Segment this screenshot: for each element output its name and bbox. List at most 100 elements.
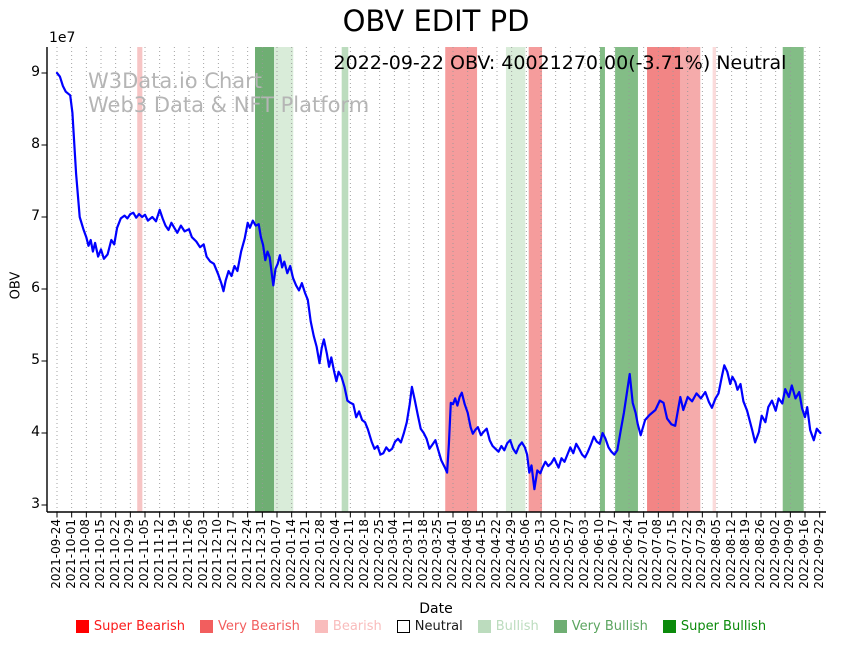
y-tick-label: 5 [31,352,40,368]
signal-band [680,47,701,512]
x-tick-label: 2022-05-13 [533,519,547,589]
x-tick-label: 2022-04-22 [489,519,503,589]
x-tick-label: 2022-06-03 [577,519,591,589]
x-tick-label: 2021-11-05 [137,519,151,589]
page-title: OBV EDIT PD [342,4,530,38]
x-tick-label: 2022-03-11 [401,519,415,589]
y-tick-label: 9 [31,64,40,80]
x-tick-label: 2022-09-09 [782,519,797,589]
x-tick-label: 2021-11-12 [151,519,166,589]
x-tick-label: 2022-08-26 [753,519,768,589]
x-tick-label: 2021-12-31 [254,519,269,589]
legend-label: Very Bullish [571,619,648,634]
legend-label: Super Bearish [93,619,185,634]
signal-band [137,47,143,512]
legend-label: Bearish [332,619,382,634]
x-tick-label: 2021-10-01 [63,519,78,589]
x-tick-label: 2022-07-29 [694,519,709,589]
x-tick-label: 2021-11-19 [166,519,181,589]
legend-swatch-icon [314,620,328,633]
x-tick-label: 2022-02-25 [371,519,386,589]
x-tick-label: 2022-04-29 [503,519,518,589]
legend-swatch-icon [75,620,89,633]
x-tick-label: 2022-06-10 [591,519,606,589]
x-tick-label: 2022-05-20 [547,519,562,589]
x-tick-label: 2021-12-17 [225,519,239,589]
x-tick-label: 2022-03-04 [386,519,401,589]
x-tick-label: 2022-04-01 [445,519,459,589]
x-tick-label: 2021-11-26 [181,519,195,589]
watermark: W3Data.io Chart Web3 Data & NFT Platform [88,69,370,117]
signal-band [255,47,275,512]
legend-swatch-icon [662,620,676,633]
x-tick-label: 2022-02-04 [327,519,342,589]
legend: Super Bearish Very Bearish Bearish Neutral B… [0,619,842,634]
y-tick-label: 4 [31,424,40,440]
x-axis-label: Date [419,601,453,617]
x-tick-label: 2022-05-06 [518,519,533,589]
x-tick-label: 2022-04-15 [474,519,489,589]
x-tick-label: 2022-02-11 [342,519,357,589]
y-tick-label: 8 [31,136,40,152]
watermark-line-1: W3Data.io Chart [88,69,263,93]
y-tick-label: 7 [31,208,40,224]
x-tick-label: 2022-07-08 [650,519,665,589]
x-tick-label: 2022-09-16 [797,519,812,589]
legend-item: Super Bearish [75,619,185,634]
signal-band [274,47,294,512]
x-tick-label: 2022-08-05 [709,519,723,589]
x-tick-label: 2022-01-07 [269,519,283,589]
legend-item: Neutral [396,619,463,634]
x-tick-label: 2022-09-22 [811,519,826,589]
x-tick-label: 2022-01-14 [283,519,298,589]
x-tick-label: 2022-08-12 [723,519,738,589]
obv-line [55,71,822,491]
x-tick-label: 2021-09-24 [49,519,63,589]
x-tick-label: 2022-07-15 [665,519,679,589]
y-axis-offset-label: 1e7 [49,30,76,46]
y-tick-label: 6 [31,280,40,296]
x-tick-label: 2021-10-08 [78,519,93,589]
x-tick-label: 2022-04-08 [459,519,474,589]
legend-item: Super Bullish [662,619,767,634]
signal-band [712,47,716,512]
x-tick-label: 2022-07-01 [635,519,650,589]
legend-swatch-icon [553,620,567,633]
legend-swatch-icon [477,620,491,633]
x-tick-label: 2021-12-03 [195,519,210,589]
latest-reading-annotation: 2022-09-22 OBV: 40021270.00(-3.71%) Neut… [333,52,787,74]
x-tick-label: 2021-12-24 [239,519,254,589]
x-tick-label: 2022-01-28 [313,519,327,589]
legend-swatch-icon [200,620,213,633]
legend-swatch-icon [396,620,410,633]
x-tick-label: 2022-02-18 [357,519,371,589]
signal-band [782,47,804,512]
x-tick-label: 2021-12-10 [210,519,225,589]
legend-label: Super Bullish [680,619,767,634]
x-tick-label: 2022-03-18 [415,519,430,589]
legend-label: Bullish [495,619,539,634]
signal-band [647,47,681,512]
signal-band [599,47,605,512]
legend-item: Bullish [477,619,539,634]
signal-band [528,47,543,512]
x-tick-label: 2022-07-22 [679,519,694,589]
signal-band [505,47,526,512]
x-tick-label: 2022-09-02 [767,519,782,589]
legend-item: Very Bearish [200,619,300,634]
x-tick-label: 2022-06-17 [606,519,621,589]
x-tick-label: 2021-10-29 [122,519,137,589]
x-tick-label: 2022-01-21 [298,519,313,589]
x-tick-label: 2021-10-15 [93,519,107,589]
x-tick-label: 2022-03-25 [430,519,445,589]
legend-item: Very Bullish [553,619,648,634]
legend-item: Bearish [314,619,382,634]
x-tick-label: 2022-06-24 [621,519,635,589]
x-tick-label: 2022-05-27 [562,519,577,589]
watermark-line-2: Web3 Data & NFT Platform [88,92,370,117]
y-tick-label: 3 [31,496,40,512]
x-tick-label: 2022-08-19 [738,519,753,589]
signal-band [445,47,478,512]
legend-label: Neutral [414,619,463,634]
